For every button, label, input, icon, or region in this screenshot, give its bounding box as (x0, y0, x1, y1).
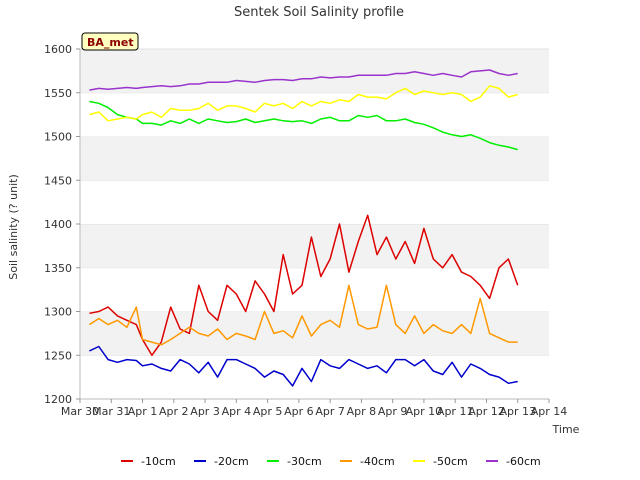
legend-label: -50cm (433, 455, 468, 468)
x-tick-label: Mar 30 (61, 405, 99, 418)
series-line (89, 345, 518, 387)
site-badge-box (81, 32, 139, 51)
legend-label: -60cm (506, 455, 541, 468)
x-tick-label: Apr 3 (190, 405, 220, 418)
y-tick-label: 1350 (44, 262, 72, 275)
series-line (88, 284, 518, 346)
legend-label: -10cm (141, 455, 176, 468)
x-tick-label: Apr 12 (468, 405, 505, 418)
y-tick-label: 1500 (44, 131, 72, 144)
grid-band (80, 136, 549, 181)
x-tick-label: Mar 31 (92, 405, 130, 418)
grid-band (80, 355, 549, 399)
series-line (89, 85, 518, 122)
x-tick-label: Apr 8 (347, 405, 377, 418)
chart-title: Sentek Soil Salinity profile (234, 5, 404, 20)
series-line (89, 69, 518, 91)
x-tick-label: Apr 2 (159, 405, 189, 418)
grid-band (80, 92, 549, 137)
y-tick-label: 1600 (44, 43, 72, 56)
series-lines (88, 69, 519, 387)
grid-band (80, 224, 549, 268)
legend: -10cm -20cm -30cm -40cm -50cm -60cm (121, 455, 541, 468)
grid-bands (80, 48, 549, 399)
x-tick-label: Apr 7 (315, 405, 345, 418)
y-tick-label: 1200 (44, 393, 72, 406)
x-tick-label: Apr 14 (531, 405, 568, 418)
x-tick-label: Apr 6 (284, 405, 314, 418)
x-tick-label: Apr 1 (128, 405, 158, 418)
x-axis-label: Time (552, 423, 580, 436)
y-tick-label: 1250 (44, 349, 72, 362)
y-tick-label: 1300 (44, 306, 72, 319)
legend-label: -30cm (287, 455, 322, 468)
site-badge-label: BA_met (87, 36, 134, 49)
x-tick-label: Apr 5 (253, 405, 283, 418)
legend-label: -40cm (360, 455, 395, 468)
axes: 1200 1250 1300 1350 1400 1450 1500 1550 1600 Mar … (44, 43, 567, 418)
x-tick-label: Apr 11 (437, 405, 474, 418)
x-tick-label: Apr 4 (222, 405, 252, 418)
x-tick-label: Apr 9 (378, 405, 408, 418)
y-axis-label: Soil salinity (? unit) (7, 174, 20, 279)
x-tick-label: Apr 13 (499, 405, 536, 418)
grid-band (80, 267, 549, 312)
y-tick-label: 1550 (44, 87, 72, 100)
grid-band (80, 180, 549, 224)
legend-label: -20cm (214, 455, 249, 468)
y-tick-label: 1450 (44, 174, 72, 187)
y-tick-label: 1400 (44, 218, 72, 231)
site-badge: BA_met (81, 32, 139, 51)
x-tick-label: Apr 10 (406, 405, 443, 418)
series-line (89, 214, 519, 357)
series-line (89, 100, 518, 151)
